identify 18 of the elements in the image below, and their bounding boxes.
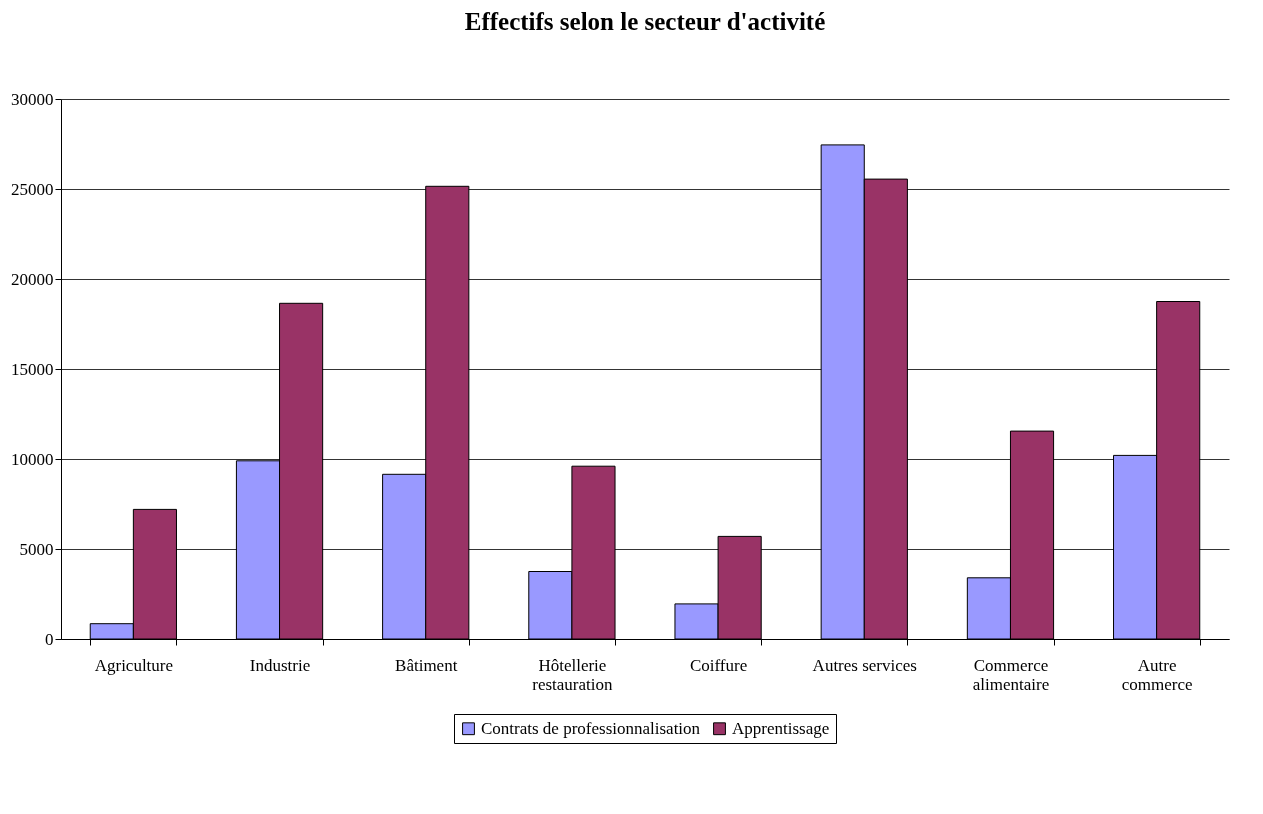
- y-tick-label: 10000: [11, 449, 54, 469]
- chart-title: Effectifs selon le secteur d'activité: [464, 8, 826, 35]
- legend-label: Apprentissage: [732, 718, 830, 738]
- x-tick-label: Agriculture: [94, 655, 174, 675]
- y-tick-label: 5000: [19, 539, 54, 559]
- x-tick-label: Hôtellerie restauration: [532, 655, 614, 694]
- x-tick-label: Bâtiment: [395, 655, 458, 675]
- y-tick-label: 15000: [11, 359, 54, 379]
- y-tick-label: 0: [45, 629, 54, 649]
- x-tick-label: Autre commerce: [1121, 655, 1193, 694]
- y-tick-label: 20000: [11, 269, 54, 289]
- legend-label: Contrats de professionnalisation: [481, 718, 701, 738]
- x-tick-label: Commerce alimentaire: [972, 655, 1050, 694]
- x-tick-label: Industrie: [249, 655, 311, 675]
- x-tick-label: Coiffure: [689, 655, 748, 675]
- y-tick-label: 30000: [11, 89, 54, 109]
- x-tick-label: Autres services: [812, 655, 917, 675]
- y-tick-label: 25000: [11, 179, 54, 199]
